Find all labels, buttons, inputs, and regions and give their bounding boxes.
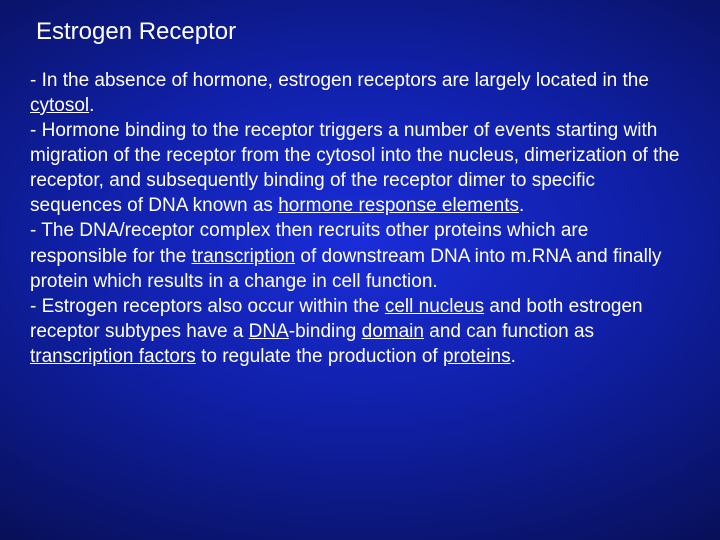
- underlined-term: transcription factors: [30, 346, 196, 367]
- underlined-term: domain: [362, 321, 424, 342]
- underlined-term: transcription: [192, 246, 296, 267]
- underlined-term: DNA: [249, 321, 289, 342]
- slide-body: - In the absence of hormone, estrogen re…: [30, 68, 680, 369]
- slide-title: Estrogen Receptor: [36, 18, 680, 46]
- underlined-term: hormone response elements: [278, 195, 519, 216]
- underlined-term: proteins: [443, 346, 511, 367]
- underlined-term: cell nucleus: [385, 296, 484, 317]
- underlined-term: cytosol: [30, 95, 89, 116]
